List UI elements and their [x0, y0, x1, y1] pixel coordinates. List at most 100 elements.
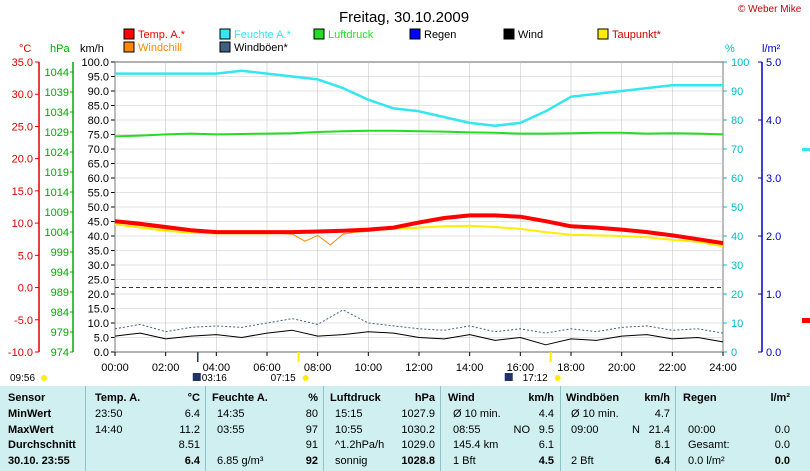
x-axis: 00:00 02:00 04:00 06:00 08:00 10:00 12:00 14:00…: [101, 352, 737, 374]
stats-cell: 15:15: [335, 408, 363, 420]
wind-tick-label: 100.0: [81, 57, 109, 69]
x-tick-label: 24:00: [709, 362, 737, 374]
legend-label: Luftdruck: [328, 29, 374, 41]
press-tick-label: 979: [51, 327, 69, 339]
stats-header-unit: km/h: [644, 392, 670, 404]
stats-cell: 1 Bft: [453, 454, 476, 467]
temp-tick-label: 0.0: [18, 283, 33, 295]
wind-tick-label: 65.0: [88, 159, 109, 171]
wind-tick-label: 80.0: [88, 115, 109, 127]
stats-header-unit: km/h: [528, 392, 554, 404]
wind-tick-label: 90.0: [88, 86, 109, 98]
stats-cell: Ø 10 min.: [453, 408, 501, 420]
rain-tick-label: 4.0: [766, 115, 781, 127]
stats-cell: 145.4 km: [453, 439, 499, 451]
hum-tick-label: 0: [731, 347, 737, 359]
stats-header-unit: hPa: [414, 392, 435, 404]
stats-cell: 0.0: [774, 439, 790, 451]
temp-tick-label: 10.0: [12, 218, 33, 230]
stats-cell: 1027.9: [401, 408, 435, 420]
temp-tick-label: -10.0: [8, 347, 33, 359]
press-tick-label: 989: [51, 287, 69, 299]
series-line-temp-a-: [114, 213, 724, 246]
stats-cell: 23:50: [95, 408, 123, 420]
x-tick-label: 16:00: [507, 362, 535, 374]
series-line-feuchte-a-: [115, 69, 723, 128]
stats-cell: 8.51: [178, 439, 200, 451]
stats-cell: 14:40: [95, 423, 123, 436]
legend-swatch: [313, 28, 325, 40]
stats-header: Regen: [683, 392, 717, 404]
moonrise-time: 03:16: [202, 373, 227, 384]
hum-tick-label: 50: [731, 202, 743, 214]
stats-cell: Gesamt:: [688, 439, 730, 451]
press-tick-label: 999: [51, 247, 69, 259]
stats-separator: [560, 386, 561, 471]
x-tick-label: 20:00: [608, 362, 636, 374]
hum-tick-label: 60: [731, 173, 743, 185]
stats-header: Feuchte A.: [212, 392, 268, 404]
stats-cell: 14:35: [217, 408, 245, 420]
stats-cell: 10:55: [335, 423, 363, 436]
legend-label: Windchill: [138, 42, 182, 54]
stats-cell: 1030.2: [401, 423, 435, 436]
stats-cell: 08:55: [453, 423, 481, 436]
press-tick-label: 1029: [45, 127, 69, 139]
hum-tick-label: 80: [731, 115, 743, 127]
legend-label: Windböen*: [234, 42, 289, 54]
stats-cell: 4.5: [538, 454, 554, 467]
temp-tick-label: 35.0: [12, 57, 33, 69]
legend-swatch: [409, 28, 421, 40]
stats-cell: 1029.0: [401, 439, 435, 451]
moon-icon: [192, 373, 201, 381]
hum-tick-label: 100: [731, 57, 749, 69]
press-tick-label: 1024: [45, 147, 69, 159]
wind-tick-label: 75.0: [88, 130, 109, 142]
stats-cell: 6.4: [184, 408, 200, 420]
stats-header: Windböen: [566, 392, 620, 404]
wind-tick-label: 5.0: [94, 333, 109, 345]
hum-axis-unit: %: [725, 43, 735, 55]
stats-cell: 03:55: [217, 423, 245, 436]
copyright-text: © Weber Mike: [738, 4, 802, 15]
wind-tick-label: 85.0: [88, 101, 109, 113]
stats-cell: NO: [513, 423, 531, 436]
stats-cell: 80: [305, 408, 318, 420]
series-line-luftdruck: [114, 129, 724, 138]
wind-tick-label: 40.0: [88, 231, 109, 243]
press-tick-label: 1004: [45, 227, 69, 239]
press-tick-label: 1019: [45, 167, 69, 179]
stats-separator: [85, 386, 86, 471]
legend-swatch: [219, 41, 231, 53]
stats-separator: [675, 386, 676, 471]
stats-cell: 09:00: [571, 423, 599, 436]
wind-tick-label: 15.0: [88, 304, 109, 316]
legend-swatch: [597, 28, 609, 40]
press-tick-label: 984: [51, 307, 69, 319]
statistics-table: Sensor Temp. A. °C Feuchte A.% Luftdruck hPa W…: [0, 386, 810, 471]
press-tick-label: 1044: [45, 67, 69, 79]
chart-title: Freitag, 30.10.2009: [339, 9, 469, 26]
legend-swatch: [503, 28, 515, 40]
x-tick-label: 08:00: [304, 362, 332, 374]
temp-axis-unit: °C: [19, 43, 31, 55]
stats-separator: [323, 386, 324, 471]
stats-cell: 1028.8: [401, 454, 435, 467]
press-tick-label: 1014: [45, 187, 69, 199]
temp-tick-label: -5.0: [14, 315, 33, 327]
wind-tick-label: 45.0: [88, 217, 109, 229]
stats-row-label: 30.10. 23:55: [8, 454, 70, 467]
rain-tick-label: 5.0: [766, 57, 781, 69]
stats-header: Sensor: [8, 392, 46, 404]
stats-cell: 0.0: [774, 454, 790, 467]
hum-tick-label: 30: [731, 260, 743, 272]
temp-tick-label: 20.0: [12, 154, 33, 166]
hum-tick-label: 20: [731, 289, 743, 301]
stats-cell: 8.1: [654, 439, 670, 451]
wind-tick-label: 0.0: [94, 347, 109, 359]
stats-header: Temp. A.: [95, 392, 141, 404]
rain-tick-label: 1.0: [766, 289, 781, 301]
stats-cell: 6.4: [184, 454, 200, 467]
press-tick-label: 1009: [45, 207, 69, 219]
moonset-time: 09:56: [10, 373, 35, 384]
